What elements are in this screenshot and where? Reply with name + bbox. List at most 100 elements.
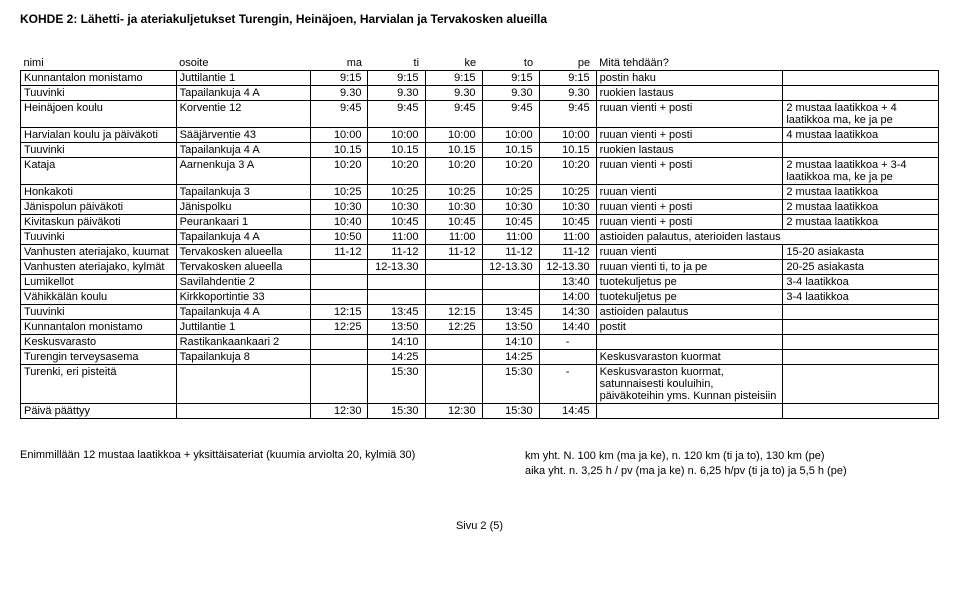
table-row: Heinäjoen kouluKorventie 129:459:459:459… <box>21 101 939 128</box>
cell-to: 11-12 <box>482 245 539 260</box>
cell-pe: 9:45 <box>539 101 596 128</box>
col-extra <box>783 56 939 71</box>
cell-mita: tuotekuljetus pe <box>596 275 783 290</box>
cell-osoite <box>176 404 311 419</box>
cell-nimi: Vähikkälän koulu <box>21 290 177 305</box>
cell-extra <box>783 320 939 335</box>
cell-mita <box>596 404 783 419</box>
cell-mita: Keskusvaraston kuormat, satunnaisesti ko… <box>596 365 783 404</box>
cell-extra <box>783 404 939 419</box>
cell-ke <box>425 365 482 404</box>
col-ke: ke <box>425 56 482 71</box>
table-row: TuuvinkiTapailankuja 4 A10.1510.1510.151… <box>21 143 939 158</box>
cell-osoite: Sääjärventie 43 <box>176 128 311 143</box>
cell-ma: 11-12 <box>311 245 368 260</box>
cell-osoite: Tapailankuja 3 <box>176 185 311 200</box>
cell-to: 14:25 <box>482 350 539 365</box>
table-row: TuuvinkiTapailankuja 4 A10:5011:0011:001… <box>21 230 939 245</box>
cell-pe: 14:45 <box>539 404 596 419</box>
cell-to: 15:30 <box>482 365 539 404</box>
cell-nimi: Vanhusten ateriajako, kylmät <box>21 260 177 275</box>
schedule-table: nimi osoite ma ti ke to pe Mitä tehdään?… <box>20 56 939 419</box>
cell-pe: 13:40 <box>539 275 596 290</box>
cell-osoite: Juttilantie 1 <box>176 320 311 335</box>
cell-to: 9:45 <box>482 101 539 128</box>
cell-ti: 14:25 <box>368 350 425 365</box>
cell-extra <box>783 365 939 404</box>
cell-nimi: Tuuvinki <box>21 86 177 101</box>
cell-extra <box>783 86 939 101</box>
col-pe: pe <box>539 56 596 71</box>
cell-pe: 10:25 <box>539 185 596 200</box>
cell-osoite: Tapailankuja 4 A <box>176 230 311 245</box>
cell-ke: 12:25 <box>425 320 482 335</box>
cell-extra: 4 mustaa laatikkoa <box>783 128 939 143</box>
cell-nimi: Turenki, eri pisteitä <box>21 365 177 404</box>
col-nimi: nimi <box>21 56 177 71</box>
cell-ma: 9.30 <box>311 86 368 101</box>
cell-osoite: Korventie 12 <box>176 101 311 128</box>
cell-osoite: Tapailankuja 4 A <box>176 86 311 101</box>
cell-ma: 10:00 <box>311 128 368 143</box>
cell-ti: 10.15 <box>368 143 425 158</box>
cell-ke: 9.30 <box>425 86 482 101</box>
table-row: Kunnantalon monistamoJuttilantie 19:159:… <box>21 71 939 86</box>
cell-nimi: Kivitaskun päiväkoti <box>21 215 177 230</box>
cell-ma: 10:30 <box>311 200 368 215</box>
cell-ke: 9:15 <box>425 71 482 86</box>
cell-pe: 9.30 <box>539 86 596 101</box>
cell-pe: 11-12 <box>539 245 596 260</box>
cell-extra <box>783 71 939 86</box>
page: KOHDE 2: Lähetti- ja ateriakuljetukset T… <box>0 0 959 552</box>
note-left: Enimmillään 12 mustaa laatikkoa + yksitt… <box>20 449 525 480</box>
cell-ke: 12:30 <box>425 404 482 419</box>
note-km: km yht. N. 100 km (ma ja ke), n. 120 km … <box>525 449 847 464</box>
cell-nimi: Tuuvinki <box>21 230 177 245</box>
cell-ti: 11-12 <box>368 245 425 260</box>
cell-nimi: Päivä päättyy <box>21 404 177 419</box>
cell-ti <box>368 275 425 290</box>
cell-mita: ruuan vienti + posti <box>596 101 783 128</box>
cell-extra <box>783 305 939 320</box>
cell-pe: 10:00 <box>539 128 596 143</box>
page-number: Sivu 2 (5) <box>20 520 939 532</box>
cell-ma: 9:45 <box>311 101 368 128</box>
cell-ma <box>311 260 368 275</box>
cell-osoite: Aarnenkuja 3 A <box>176 158 311 185</box>
cell-pe: 14:40 <box>539 320 596 335</box>
cell-extra: 3-4 laatikkoa <box>783 290 939 305</box>
cell-mita: Keskusvaraston kuormat <box>596 350 783 365</box>
cell-ma <box>311 290 368 305</box>
table-row: Vanhusten ateriajako, kylmätTervakosken … <box>21 260 939 275</box>
cell-mita: ruuan vienti + posti <box>596 200 783 215</box>
cell-ma: 10:20 <box>311 158 368 185</box>
cell-osoite: Jänispolku <box>176 200 311 215</box>
cell-ti: 13:50 <box>368 320 425 335</box>
table-row: KeskusvarastoRastikankaankaari 214:1014:… <box>21 335 939 350</box>
cell-mita: ruuan vienti + posti <box>596 128 783 143</box>
cell-to: 15:30 <box>482 404 539 419</box>
cell-ma: 10:50 <box>311 230 368 245</box>
cell-ti: 13:45 <box>368 305 425 320</box>
cell-extra: 3-4 laatikkoa <box>783 275 939 290</box>
cell-ma <box>311 275 368 290</box>
cell-ti: 15:30 <box>368 365 425 404</box>
cell-extra <box>783 143 939 158</box>
cell-nimi: Vanhusten ateriajako, kuumat <box>21 245 177 260</box>
cell-nimi: Turengin terveysasema <box>21 350 177 365</box>
table-row: Kunnantalon monistamoJuttilantie 112:251… <box>21 320 939 335</box>
cell-ma: 12:30 <box>311 404 368 419</box>
cell-mita: tuotekuljetus pe <box>596 290 783 305</box>
cell-ma: 10:25 <box>311 185 368 200</box>
cell-extra: 2 mustaa laatikkoa + 4 laatikkoa ma, ke … <box>783 101 939 128</box>
cell-mita: ruokien lastaus <box>596 143 783 158</box>
cell-pe: 10:45 <box>539 215 596 230</box>
note-right: km yht. N. 100 km (ma ja ke), n. 120 km … <box>525 449 847 480</box>
table-row: KatajaAarnenkuja 3 A10:2010:2010:2010:20… <box>21 158 939 185</box>
cell-ke: 11:00 <box>425 230 482 245</box>
cell-ma: 10.15 <box>311 143 368 158</box>
cell-pe: 11:00 <box>539 230 596 245</box>
cell-nimi: Tuuvinki <box>21 305 177 320</box>
cell-ke <box>425 350 482 365</box>
cell-ti <box>368 290 425 305</box>
